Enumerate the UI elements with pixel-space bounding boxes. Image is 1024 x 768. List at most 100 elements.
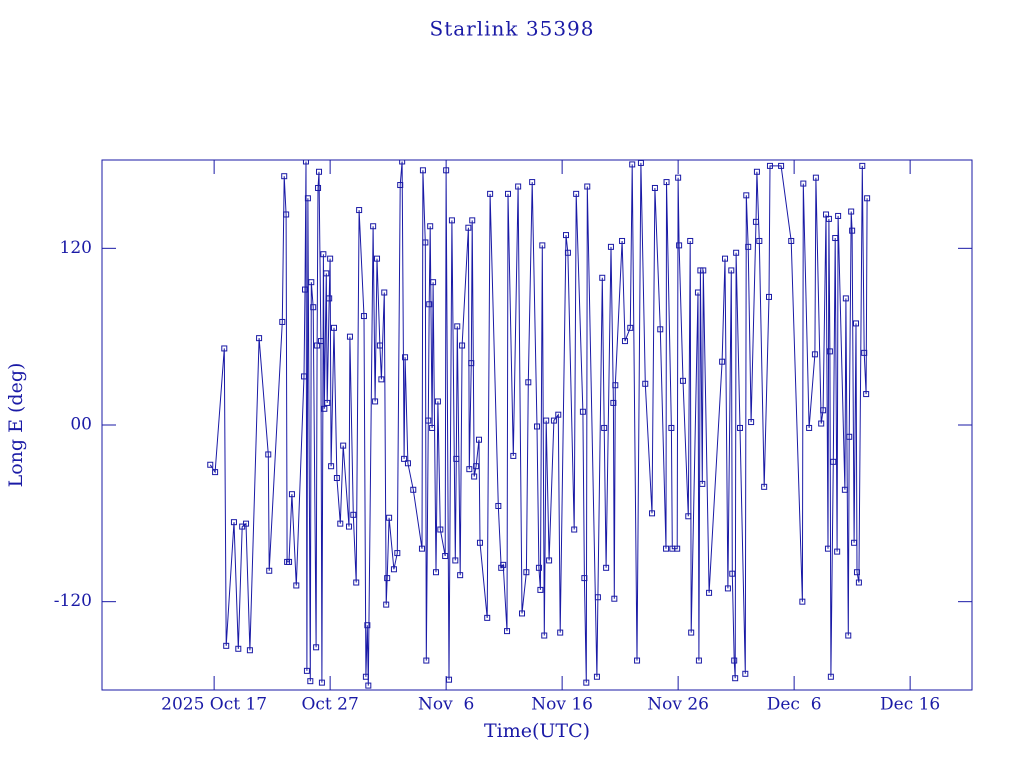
data-point xyxy=(364,622,371,629)
data-point xyxy=(845,632,852,639)
data-point xyxy=(835,212,842,219)
data-point xyxy=(317,338,324,345)
data-point xyxy=(806,424,813,431)
data-point xyxy=(827,673,834,680)
data-point xyxy=(212,469,219,476)
data-point xyxy=(537,586,544,593)
data-point xyxy=(649,510,656,517)
data-line xyxy=(209,161,868,686)
data-point xyxy=(515,183,522,190)
x-tick-label: Nov 16 xyxy=(531,695,593,715)
data-point xyxy=(761,483,768,490)
data-point xyxy=(676,242,683,249)
data-point xyxy=(571,526,578,533)
data-point xyxy=(825,215,832,222)
data-point xyxy=(679,377,686,384)
data-point xyxy=(390,566,397,573)
data-point xyxy=(637,160,644,166)
data-point xyxy=(627,324,634,331)
data-point xyxy=(404,460,411,467)
data-point xyxy=(320,251,327,258)
data-point xyxy=(603,564,610,571)
data-point xyxy=(573,190,580,197)
data-point xyxy=(384,575,391,582)
data-point xyxy=(729,570,736,577)
data-point xyxy=(834,548,841,555)
data-point xyxy=(331,324,337,331)
data-point xyxy=(301,373,308,380)
data-point xyxy=(743,192,750,199)
data-point xyxy=(350,511,357,518)
data-point xyxy=(599,274,606,281)
data-point xyxy=(418,545,425,552)
data-point xyxy=(510,452,517,459)
data-point xyxy=(699,480,706,487)
data-point xyxy=(841,486,848,493)
data-point xyxy=(230,519,237,526)
data-point xyxy=(452,557,459,564)
data-point xyxy=(563,232,569,239)
data-point xyxy=(752,218,759,225)
data-point xyxy=(824,545,831,552)
data-point xyxy=(468,360,475,367)
data-point xyxy=(687,237,694,244)
data-point xyxy=(324,399,331,406)
data-point xyxy=(864,195,871,202)
data-point xyxy=(766,162,773,169)
data-point xyxy=(281,173,288,180)
data-point xyxy=(753,168,760,175)
data-point xyxy=(473,463,480,470)
data-point xyxy=(706,589,713,596)
data-point xyxy=(525,379,532,386)
data-point xyxy=(500,561,507,568)
data-point xyxy=(430,279,437,286)
data-point xyxy=(476,539,483,546)
data-point xyxy=(657,326,664,333)
data-point xyxy=(353,579,360,586)
data-point xyxy=(611,595,618,602)
data-point xyxy=(362,673,369,680)
data-point xyxy=(859,162,866,169)
x-tick-label: Oct 27 xyxy=(301,695,358,715)
data-point xyxy=(401,455,408,462)
data-point xyxy=(394,550,401,557)
data-point xyxy=(832,235,839,242)
data-point xyxy=(370,223,377,230)
data-point xyxy=(651,184,658,191)
data-point xyxy=(675,174,682,181)
data-point xyxy=(266,567,273,574)
data-point xyxy=(372,398,379,405)
data-point xyxy=(728,267,735,274)
data-point xyxy=(402,354,409,361)
data-point xyxy=(437,526,444,533)
data-point xyxy=(360,313,367,320)
data-point xyxy=(861,349,868,356)
data-point xyxy=(397,182,404,189)
data-point xyxy=(820,407,827,414)
data-point xyxy=(748,419,755,426)
data-point xyxy=(383,601,390,608)
data-point xyxy=(314,342,321,349)
data-point xyxy=(434,398,441,405)
data-point xyxy=(557,629,564,636)
data-point xyxy=(745,243,752,250)
data-point xyxy=(505,190,511,197)
data-point xyxy=(584,183,591,190)
data-point xyxy=(423,657,430,664)
data-point xyxy=(846,433,853,440)
data-point xyxy=(308,279,315,286)
data-point xyxy=(356,207,363,214)
data-point xyxy=(457,572,464,579)
data-point xyxy=(419,167,426,174)
data-point xyxy=(410,486,417,493)
data-point xyxy=(256,335,263,342)
data-point xyxy=(333,475,340,481)
y-tick-label: 120 xyxy=(60,238,92,258)
data-point xyxy=(848,208,855,215)
data-point xyxy=(788,237,795,244)
data-point xyxy=(612,382,619,389)
data-point xyxy=(288,491,295,498)
data-point xyxy=(756,237,763,244)
y-tick-label: -120 xyxy=(54,591,92,611)
